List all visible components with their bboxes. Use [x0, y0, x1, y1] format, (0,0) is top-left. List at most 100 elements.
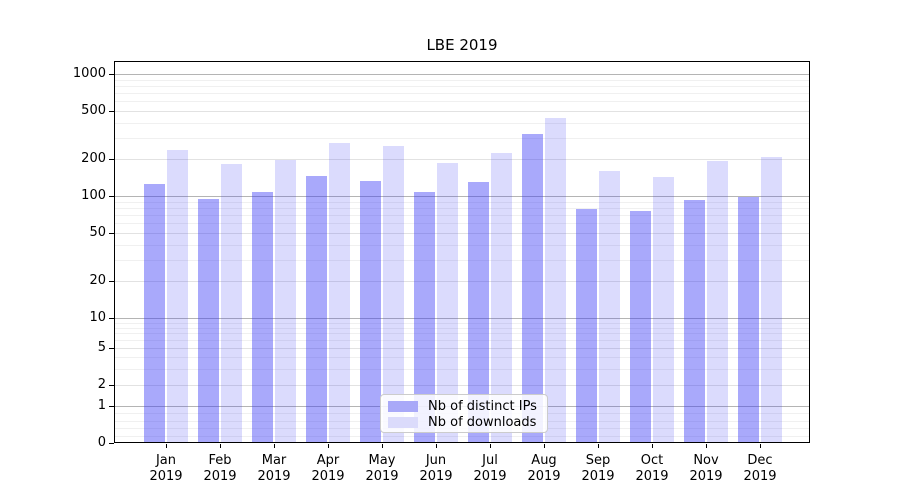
legend: Nb of distinct IPs Nb of downloads — [380, 394, 548, 433]
bar-downloads-jul — [491, 153, 512, 443]
bar-downloads-may — [383, 145, 404, 443]
y-tick-mark — [109, 281, 114, 282]
x-tick-year: 2019 — [203, 469, 237, 484]
y-tick-mark — [109, 74, 114, 75]
x-tick-label: Oct 2019 — [625, 453, 679, 485]
x-tick-label: Jan 2019 — [139, 453, 193, 485]
x-tick-label: Jun 2019 — [409, 453, 463, 485]
x-tick-mark — [166, 444, 167, 448]
gridline-minor — [114, 244, 810, 246]
x-tick-month: Mar — [261, 453, 287, 468]
gridline-minor — [114, 259, 810, 261]
gridline-minor — [114, 368, 810, 370]
x-tick-year: 2019 — [527, 469, 561, 484]
legend-swatch-distinct-ips — [388, 401, 418, 413]
gridline-minor — [114, 137, 810, 139]
gridline-major — [114, 318, 810, 319]
bar-distinct-ips-mar — [252, 191, 273, 443]
y-tick-label: 200 — [81, 151, 106, 166]
x-tick-label: Feb 2019 — [193, 453, 247, 485]
bar-downloads-jan — [167, 150, 188, 443]
x-tick-month: Dec — [747, 453, 773, 468]
x-tick-year: 2019 — [743, 469, 777, 484]
bar-distinct-ips-feb — [198, 198, 219, 443]
bar-downloads-apr — [329, 142, 350, 443]
x-tick-year: 2019 — [635, 469, 669, 484]
legend-label-downloads: Nb of downloads — [428, 414, 537, 430]
x-tick-label: Aug 2019 — [517, 453, 571, 485]
bar-distinct-ips-oct — [630, 211, 651, 443]
y-tick-mark — [109, 233, 114, 234]
y-tick-mark — [109, 406, 114, 407]
bar-downloads-jun — [437, 163, 458, 443]
gridline — [114, 281, 810, 283]
gridline — [114, 348, 810, 349]
x-tick-mark — [706, 444, 707, 448]
gridline — [114, 110, 810, 112]
gridline — [114, 385, 810, 386]
bar-distinct-ips-may — [360, 180, 381, 443]
bar-downloads-feb — [221, 163, 242, 443]
gridline — [114, 159, 810, 161]
x-tick-mark — [544, 444, 545, 448]
x-tick-mark — [436, 444, 437, 448]
x-tick-month: Jul — [482, 453, 498, 468]
x-tick-label: Dec 2019 — [733, 453, 787, 485]
legend-item-distinct-ips: Nb of distinct IPs — [387, 399, 541, 415]
gridline-minor — [114, 435, 810, 437]
gridline — [114, 232, 810, 234]
y-tick-mark — [109, 318, 114, 319]
bar-distinct-ips-sep — [576, 209, 597, 443]
gridline-minor — [114, 357, 810, 358]
x-tick-label: Mar 2019 — [247, 453, 301, 485]
gridline-minor — [114, 92, 810, 94]
x-tick-mark — [490, 444, 491, 448]
y-tick-label: 500 — [81, 103, 106, 118]
x-tick-year: 2019 — [419, 469, 453, 484]
x-tick-month: Apr — [316, 453, 340, 468]
y-tick-mark — [109, 111, 114, 112]
x-tick-year: 2019 — [473, 469, 507, 484]
gridline-minor — [114, 223, 810, 225]
bar-distinct-ips-dec — [738, 197, 759, 443]
gridline-minor — [114, 340, 810, 342]
gridline-major — [114, 74, 810, 75]
gridline-minor — [114, 327, 810, 329]
x-tick-year: 2019 — [581, 469, 615, 484]
y-tick-label: 2 — [97, 377, 106, 392]
x-tick-label: Apr 2019 — [301, 453, 355, 485]
bar-distinct-ips-aug — [522, 134, 543, 443]
x-tick-year: 2019 — [257, 469, 291, 484]
x-tick-month: May — [368, 453, 396, 468]
plot-area — [114, 61, 810, 443]
x-tick-month: Aug — [531, 453, 557, 468]
y-tick-mark — [109, 159, 114, 160]
x-tick-mark — [328, 444, 329, 448]
x-tick-mark — [382, 444, 383, 448]
x-tick-mark — [760, 444, 761, 448]
gridline-minor — [114, 122, 810, 124]
x-tick-mark — [220, 444, 221, 448]
legend-item-downloads: Nb of downloads — [387, 415, 541, 431]
bar-distinct-ips-jul — [468, 182, 489, 443]
bar-downloads-sep — [599, 171, 620, 443]
x-tick-year: 2019 — [365, 469, 399, 484]
x-tick-mark — [274, 444, 275, 448]
gridline-minor — [114, 201, 810, 203]
bar-downloads-nov — [707, 160, 728, 443]
x-tick-month: Oct — [640, 453, 664, 468]
bar-downloads-oct — [653, 177, 674, 443]
y-tick-label: 10 — [89, 310, 106, 325]
bar-distinct-ips-jan — [144, 184, 165, 443]
bar-downloads-aug — [545, 117, 566, 443]
x-tick-label: Sep 2019 — [571, 453, 625, 485]
y-tick-label: 50 — [89, 225, 106, 240]
chart-title: LBE 2019 — [426, 36, 498, 54]
y-tick-label: 1000 — [72, 66, 106, 81]
legend-label-distinct-ips: Nb of distinct IPs — [428, 399, 537, 415]
x-tick-mark — [652, 444, 653, 448]
y-tick-label: 20 — [89, 273, 106, 288]
gridline-minor — [114, 79, 810, 81]
x-tick-month: Sep — [585, 453, 611, 468]
